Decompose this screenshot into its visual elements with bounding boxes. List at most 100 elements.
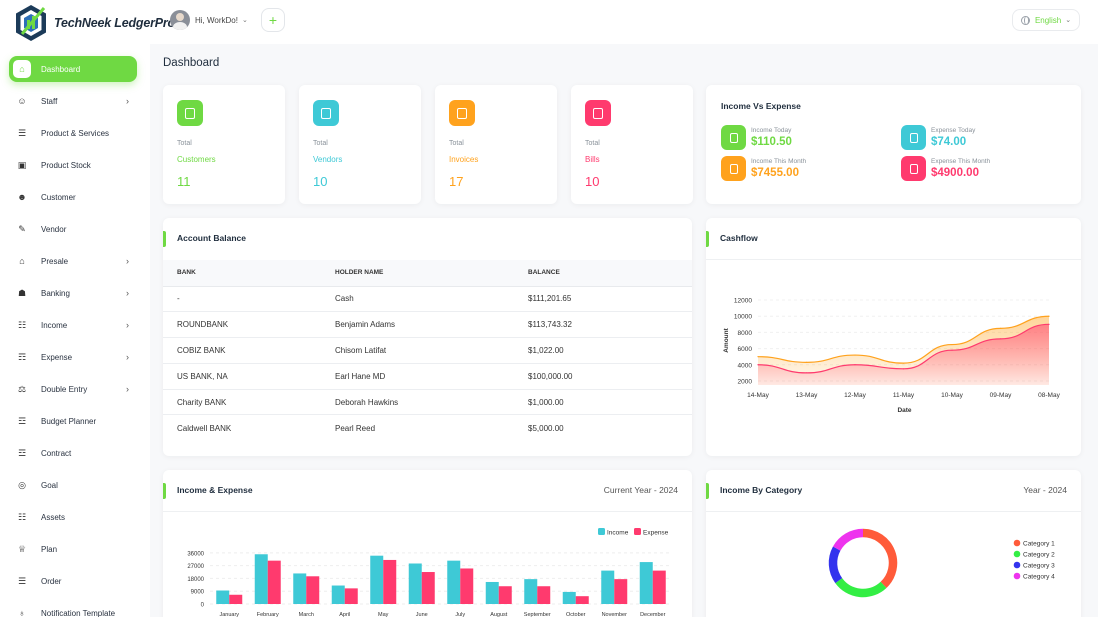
income-expense-chart: 0 9000 18000 27000 36000 January February March… [187,528,672,617]
sidebar-item-goal[interactable]: ◎ Goal [9,472,137,498]
pie-slice [832,528,864,551]
chevron-right-icon: › [126,256,129,266]
bank-icon: ⌂ [19,256,25,266]
sidebar-item-contract[interactable]: ☲ Contract [9,440,137,466]
stat-caption: Total [585,140,600,147]
stat-card-bills[interactable]: Total Bills 10 [571,85,693,204]
receipt-icon: ☶ [17,351,27,362]
y-tick-label: 8000 [738,330,753,337]
sidebar-item-banking[interactable]: ☗ Banking › [9,280,137,306]
user-plus-icon: ☻ [17,192,27,202]
legend-marker [1013,539,1021,547]
table-cell: Cash [335,286,528,313]
building-icon: ☗ [17,287,27,298]
period-label: Year - 2024 [1023,485,1067,495]
x-tick-label: May [378,612,389,617]
sidebar-item-vendor[interactable]: ✎ Vendor [9,216,137,242]
avatar [170,10,190,30]
file-icon [449,100,475,126]
stat-caption: Total [313,140,328,147]
y-tick-label: 0 [201,603,205,609]
bar-income [524,579,538,604]
bar-income [216,590,230,604]
pie-slice [835,577,887,598]
summary-label: Income Today [751,127,792,134]
trophy-icon: ♕ [17,543,27,554]
table-cell: $5,000.00 [528,423,564,433]
sidebar-item-double-entry[interactable]: ⚖ Double Entry › [9,376,137,402]
sidebar-item-label: Assets [41,512,66,522]
sidebar-item-label: Staff [41,96,58,106]
contract-icon: ☲ [17,447,27,458]
receipt-icon [901,156,926,181]
brand-logo[interactable]: TechNeek LedgerPro [14,4,175,42]
home-icon: ⌂ [13,60,31,78]
data-point [951,343,953,346]
x-tick-label: 12-May [844,392,866,399]
x-tick-label: June [416,612,428,617]
table-row: - Cash $111,201.65 [163,286,692,313]
legend-marker [1013,572,1021,580]
sidebar-item-label: Product Stock [41,160,91,170]
sidebar-item-income[interactable]: ☷ Income › [9,312,137,338]
bar-income [485,581,499,604]
x-tick-label: 10-May [941,392,963,399]
sidebar-item-product-stock[interactable]: ▣ Product Stock [9,152,137,178]
x-tick-label: July [455,612,465,617]
stat-card-invoices[interactable]: Total Invoices 17 [435,85,557,204]
bar-income [639,562,653,604]
sidebar-item-label: Notification Template [41,608,116,617]
note-icon: ✎ [18,223,26,234]
stat-caption: Total [449,140,464,147]
add-button[interactable]: + [261,8,285,32]
receipt-icon [721,156,746,181]
bar-expense [614,579,628,604]
language-selector[interactable]: English ⌄ [1012,9,1080,31]
user-menu[interactable]: Hi, WorkDo! ⌄ [168,8,252,32]
accent-bar [163,483,166,499]
sidebar-item-dashboard[interactable]: ⌂ Dashboard [9,56,137,82]
table-row: US BANK, NA Earl Hane MD $100,000.00 [163,363,692,390]
table-cell: Chisom Latifat [335,337,528,364]
y-tick-label: 12000 [734,298,752,305]
bar-income [370,555,384,604]
y-tick-label: 27000 [187,564,204,570]
stat-card-customers[interactable]: Total Customers 11 [163,85,285,204]
series-area [758,324,1049,385]
column-header: BANK [163,260,335,287]
card-title: Income & Expense [177,485,253,495]
legend-marker [598,528,605,535]
income-by-category-card: Income By Category Year - 2024 Category … [706,470,1081,617]
sidebar-item-budget-planner[interactable]: ☲ Budget Planner [9,408,137,434]
x-tick-label: November [602,612,628,617]
sidebar-item-order[interactable]: ☰ Order [9,568,137,594]
calendar-icon: ☷ [17,511,27,522]
sidebar-item-product-services[interactable]: ☰ Product & Services [9,120,137,146]
table-cell: ROUNDBANK [163,311,335,339]
sidebar-item-assets[interactable]: ☷ Assets [9,504,137,530]
sidebar-item-presale[interactable]: ⌂ Presale › [9,248,137,274]
stat-card-vendors[interactable]: Total Vendors 10 [299,85,421,204]
accent-bar [706,231,709,247]
x-tick-label: 08-May [1038,392,1060,399]
summary-income-today: Income Today $110.50 [721,125,792,150]
sidebar-item-customer[interactable]: ☻ Customer [9,184,137,210]
stat-value: 10 [585,174,600,189]
sidebar-item-expense[interactable]: ☶ Expense › [9,344,137,370]
stat-caption: Total [177,140,192,147]
sidebar-item-label: Banking [41,288,70,298]
scale-icon: ⚖ [17,383,27,394]
sidebar-item-label: Product & Services [41,128,110,138]
chevron-right-icon: › [126,352,129,362]
sidebar-item-staff[interactable]: ☺ Staff › [9,88,137,114]
summary-expense-this-month: Expense This Month $4900.00 [901,156,990,181]
cashflow-card: Cashflow 2000 4000 6000 8000 10000 12000 14-Ma… [706,218,1081,456]
top-bar: TechNeek LedgerPro Hi, WorkDo! ⌄ + Engli… [0,0,1098,44]
sidebar-item-label: Customer [41,192,76,202]
cashflow-chart: 2000 4000 6000 8000 10000 12000 14-May 13-May 12… [723,298,1061,414]
box-icon: ▣ [17,159,27,170]
sidebar-item-plan[interactable]: ♕ Plan [9,536,137,562]
target-icon: ◎ [18,479,26,490]
sidebar-item-notification-template[interactable]: ♁ Notification Template [9,600,137,617]
x-tick-label: March [299,612,314,617]
